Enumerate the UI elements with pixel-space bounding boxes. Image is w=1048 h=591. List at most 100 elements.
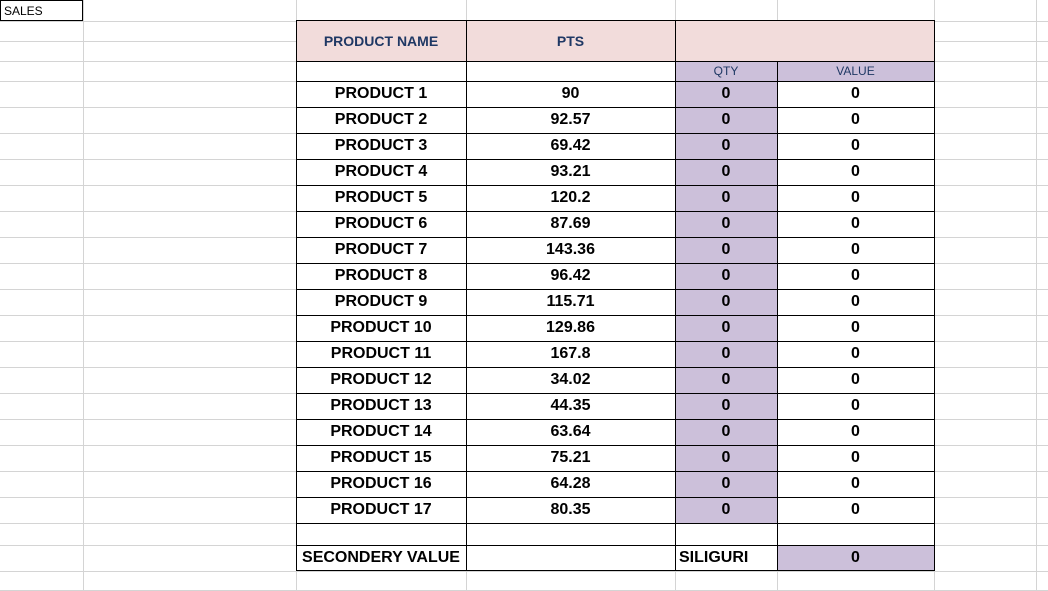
- product-name-cell[interactable]: PRODUCT 17: [330, 501, 432, 518]
- cell-border: [296, 315, 935, 316]
- value-cell[interactable]: 0: [851, 189, 860, 206]
- pts-cell[interactable]: 93.21: [550, 163, 591, 180]
- cell-border: [296, 211, 935, 212]
- qty-cell[interactable]: 0: [721, 397, 731, 414]
- qty-cell[interactable]: 0: [721, 371, 731, 388]
- pts-cell[interactable]: 143.36: [546, 241, 595, 258]
- pts-cell[interactable]: 34.02: [550, 371, 591, 388]
- value-cell[interactable]: 0: [851, 85, 860, 102]
- product-name-cell[interactable]: PRODUCT 3: [334, 137, 428, 154]
- qty-cell[interactable]: 0: [721, 137, 731, 154]
- product-name-cell[interactable]: PRODUCT 13: [330, 397, 432, 414]
- footer-blank-cell[interactable]: [466, 545, 675, 570]
- qty-cell[interactable]: 0: [721, 215, 731, 232]
- qty-cell[interactable]: 0: [721, 111, 731, 128]
- cell-border: [296, 523, 935, 524]
- cell-border: [296, 61, 935, 62]
- pts-cell[interactable]: 96.42: [550, 267, 591, 284]
- pts-cell[interactable]: 87.69: [550, 215, 591, 232]
- value-cell[interactable]: 0: [851, 267, 860, 284]
- value-cell[interactable]: 0: [851, 501, 860, 518]
- qty-cell[interactable]: 0: [721, 85, 731, 102]
- pts-cell[interactable]: 44.35: [550, 397, 591, 414]
- pts-cell[interactable]: 69.42: [550, 137, 591, 154]
- empty-cell[interactable]: [296, 523, 466, 545]
- cell-border: [466, 20, 467, 571]
- pts-cell[interactable]: 80.35: [550, 501, 591, 518]
- sheet-title-cell[interactable]: SALES: [0, 0, 83, 21]
- product-name-cell[interactable]: PRODUCT 4: [334, 163, 428, 180]
- product-name-cell[interactable]: PRODUCT 9: [334, 293, 428, 310]
- qty-cell[interactable]: 0: [721, 293, 731, 310]
- value-cell[interactable]: 0: [851, 371, 860, 388]
- value-cell[interactable]: 0: [851, 241, 860, 258]
- qty-cell[interactable]: 0: [721, 501, 731, 518]
- product-name-cell[interactable]: PRODUCT 16: [330, 475, 432, 492]
- product-name-cell[interactable]: PRODUCT 15: [330, 449, 432, 466]
- value-cell[interactable]: 0: [851, 397, 860, 414]
- qty-cell[interactable]: 0: [721, 423, 731, 440]
- qty-cell[interactable]: 0: [721, 475, 731, 492]
- product-name-cell[interactable]: PRODUCT 14: [330, 423, 432, 440]
- header-pts[interactable]: PTS: [556, 32, 585, 49]
- pts-cell[interactable]: 115.71: [546, 293, 595, 310]
- qty-cell[interactable]: 0: [721, 449, 731, 466]
- qty-cell[interactable]: 0: [721, 163, 731, 180]
- value-cell[interactable]: 0: [851, 319, 860, 336]
- product-name-cell[interactable]: PRODUCT 5: [334, 189, 428, 206]
- cell-border: [296, 545, 935, 546]
- pts-cell[interactable]: 129.86: [546, 319, 595, 336]
- header-qty[interactable]: QTY: [713, 64, 739, 78]
- product-name-cell[interactable]: PRODUCT 6: [334, 215, 428, 232]
- pts-cell[interactable]: 90: [561, 85, 580, 102]
- pts-cell[interactable]: 64.28: [550, 475, 591, 492]
- value-cell[interactable]: 0: [851, 475, 860, 492]
- qty-cell[interactable]: 0: [721, 345, 731, 362]
- qty-cell[interactable]: 0: [721, 189, 731, 206]
- value-cell[interactable]: 0: [851, 215, 860, 232]
- pts-cell[interactable]: 63.64: [550, 423, 591, 440]
- product-name-cell[interactable]: PRODUCT 11: [330, 345, 432, 362]
- cell-border: [296, 570, 935, 571]
- location-cell[interactable]: SILIGURI: [679, 548, 749, 566]
- pts-cell[interactable]: 120.2: [550, 189, 591, 206]
- qty-cell[interactable]: 0: [721, 319, 731, 336]
- subheader-fill: [675, 61, 934, 81]
- cell-border: [296, 107, 935, 108]
- empty-cell[interactable]: [777, 523, 934, 545]
- empty-cell[interactable]: [466, 523, 675, 545]
- cell-border: [296, 367, 935, 368]
- value-cell[interactable]: 0: [851, 137, 860, 154]
- pts-cell[interactable]: 92.57: [550, 111, 591, 128]
- product-name-cell[interactable]: PRODUCT 7: [334, 241, 428, 258]
- cell-border: [296, 341, 935, 342]
- subheader-blank-name[interactable]: [296, 61, 466, 81]
- product-name-cell[interactable]: PRODUCT 1: [334, 85, 428, 102]
- value-cell[interactable]: 0: [851, 345, 860, 362]
- cell-border: [296, 237, 935, 238]
- value-cell[interactable]: 0: [851, 423, 860, 440]
- header-product-name[interactable]: PRODUCT NAME: [323, 32, 439, 49]
- pts-cell[interactable]: 75.21: [550, 449, 591, 466]
- cell-border: [296, 393, 935, 394]
- qty-cell[interactable]: 0: [721, 241, 731, 258]
- product-name-cell[interactable]: PRODUCT 10: [330, 319, 432, 336]
- subheader-blank-pts[interactable]: [466, 61, 675, 81]
- qty-cell[interactable]: 0: [721, 267, 731, 284]
- pts-cell[interactable]: 167.8: [550, 345, 591, 362]
- value-cell[interactable]: 0: [851, 163, 860, 180]
- value-cell[interactable]: 0: [851, 449, 860, 466]
- product-name-cell[interactable]: PRODUCT 2: [334, 111, 428, 128]
- product-name-cell[interactable]: PRODUCT 12: [330, 371, 432, 388]
- product-name-cell[interactable]: PRODUCT 8: [334, 267, 428, 284]
- header-merged-cell[interactable]: [675, 20, 934, 61]
- header-value[interactable]: VALUE: [836, 64, 875, 78]
- footer-value-fill: [777, 545, 934, 570]
- cell-border: [296, 20, 935, 21]
- cell-border: [296, 419, 935, 420]
- secondary-value-cell[interactable]: 0: [851, 548, 860, 566]
- empty-cell[interactable]: [675, 523, 777, 545]
- secondary-value-label[interactable]: SECONDERY VALUE: [302, 548, 460, 566]
- value-cell[interactable]: 0: [851, 111, 860, 128]
- value-cell[interactable]: 0: [851, 293, 860, 310]
